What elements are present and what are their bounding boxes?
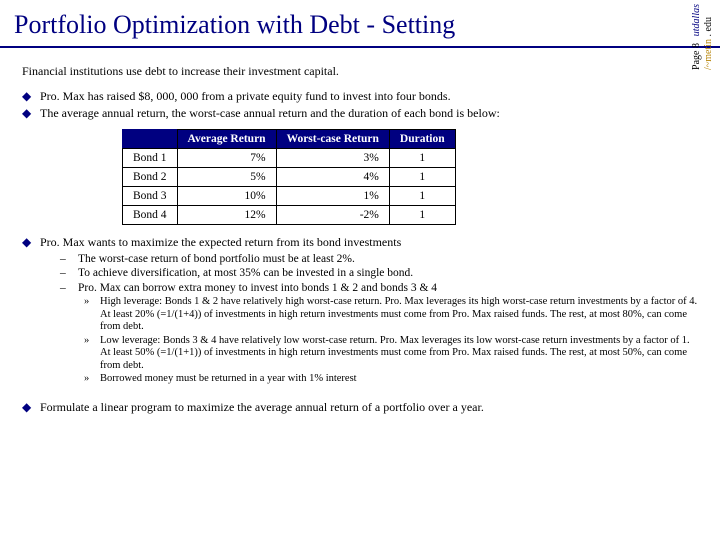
diamond-icon: ◆: [22, 235, 40, 251]
sub-2-text: To achieve diversification, at most 35% …: [78, 266, 702, 280]
cell: Bond 2: [123, 168, 178, 187]
sub-low-text: Low leverage: Bonds 3 & 4 have relativel…: [100, 335, 702, 373]
bond-table: Average Return Worst-case Return Duratio…: [122, 129, 456, 225]
cell: 5%: [177, 168, 276, 187]
bullet-1-text: Pro. Max has raised $8, 000, 000 from a …: [40, 89, 702, 104]
table-row: Bond 2 5% 4% 1: [123, 168, 456, 187]
sub-2: – To achieve diversification, at most 35…: [60, 266, 702, 280]
page-title: Portfolio Optimization with Debt - Setti…: [14, 10, 455, 39]
cell: 1%: [276, 187, 389, 206]
diamond-icon: ◆: [22, 106, 40, 122]
cell: Bond 1: [123, 149, 178, 168]
intro-text: Financial institutions use debt to incre…: [22, 64, 702, 79]
col-dur: Duration: [389, 130, 455, 149]
side-edu: . edu: [704, 17, 714, 36]
col-avg: Average Return: [177, 130, 276, 149]
sub-1: – The worst-case return of bond portfoli…: [60, 252, 702, 266]
cell: 3%: [276, 149, 389, 168]
side-label: utdallas . edu Page 8 /~metin: [692, 4, 715, 73]
title-bar: Portfolio Optimization with Debt - Setti…: [0, 0, 720, 48]
bullet-2-text: The average annual return, the worst-cas…: [40, 106, 702, 121]
bullet-2: ◆ The average annual return, the worst-c…: [22, 106, 702, 122]
content: Financial institutions use debt to incre…: [0, 48, 720, 416]
bullet-4: ◆ Formulate a linear program to maximize…: [22, 400, 702, 416]
cell: 1: [389, 187, 455, 206]
bullet-3: ◆ Pro. Max wants to maximize the expecte…: [22, 235, 702, 251]
sub-borrow: » Borrowed money must be returned in a y…: [84, 373, 702, 386]
raquo-icon: »: [84, 296, 100, 334]
cell: 4%: [276, 168, 389, 187]
dash-icon: –: [60, 266, 78, 280]
side-metin: /~metin: [704, 39, 714, 70]
cell: 1: [389, 206, 455, 225]
cell: 7%: [177, 149, 276, 168]
side-utd: utdallas: [692, 4, 702, 36]
cell: Bond 4: [123, 206, 178, 225]
sub-3-text: Pro. Max can borrow extra money to inves…: [78, 281, 702, 295]
cell: 1: [389, 149, 455, 168]
diamond-icon: ◆: [22, 400, 40, 416]
dash-icon: –: [60, 281, 78, 295]
cell: 10%: [177, 187, 276, 206]
sub-1-text: The worst-case return of bond portfolio …: [78, 252, 702, 266]
sub-3: – Pro. Max can borrow extra money to inv…: [60, 281, 702, 295]
cell: 12%: [177, 206, 276, 225]
bullet-3-text: Pro. Max wants to maximize the expected …: [40, 235, 702, 250]
side-page: Page 8: [692, 43, 702, 70]
raquo-icon: »: [84, 373, 100, 386]
diamond-icon: ◆: [22, 89, 40, 105]
sub-high: » High leverage: Bonds 1 & 2 have relati…: [84, 296, 702, 334]
table-row: Bond 4 12% -2% 1: [123, 206, 456, 225]
sub-high-text: High leverage: Bonds 1 & 2 have relative…: [100, 296, 702, 334]
dash-icon: –: [60, 252, 78, 266]
col-worst: Worst-case Return: [276, 130, 389, 149]
table-row: Bond 1 7% 3% 1: [123, 149, 456, 168]
sub-borrow-text: Borrowed money must be returned in a yea…: [100, 373, 702, 386]
sub-low: » Low leverage: Bonds 3 & 4 have relativ…: [84, 335, 702, 373]
bullet-4-text: Formulate a linear program to maximize t…: [40, 400, 702, 415]
cell: Bond 3: [123, 187, 178, 206]
cell: 1: [389, 168, 455, 187]
cell: -2%: [276, 206, 389, 225]
bullet-1: ◆ Pro. Max has raised $8, 000, 000 from …: [22, 89, 702, 105]
raquo-icon: »: [84, 335, 100, 373]
table-row: Bond 3 10% 1% 1: [123, 187, 456, 206]
